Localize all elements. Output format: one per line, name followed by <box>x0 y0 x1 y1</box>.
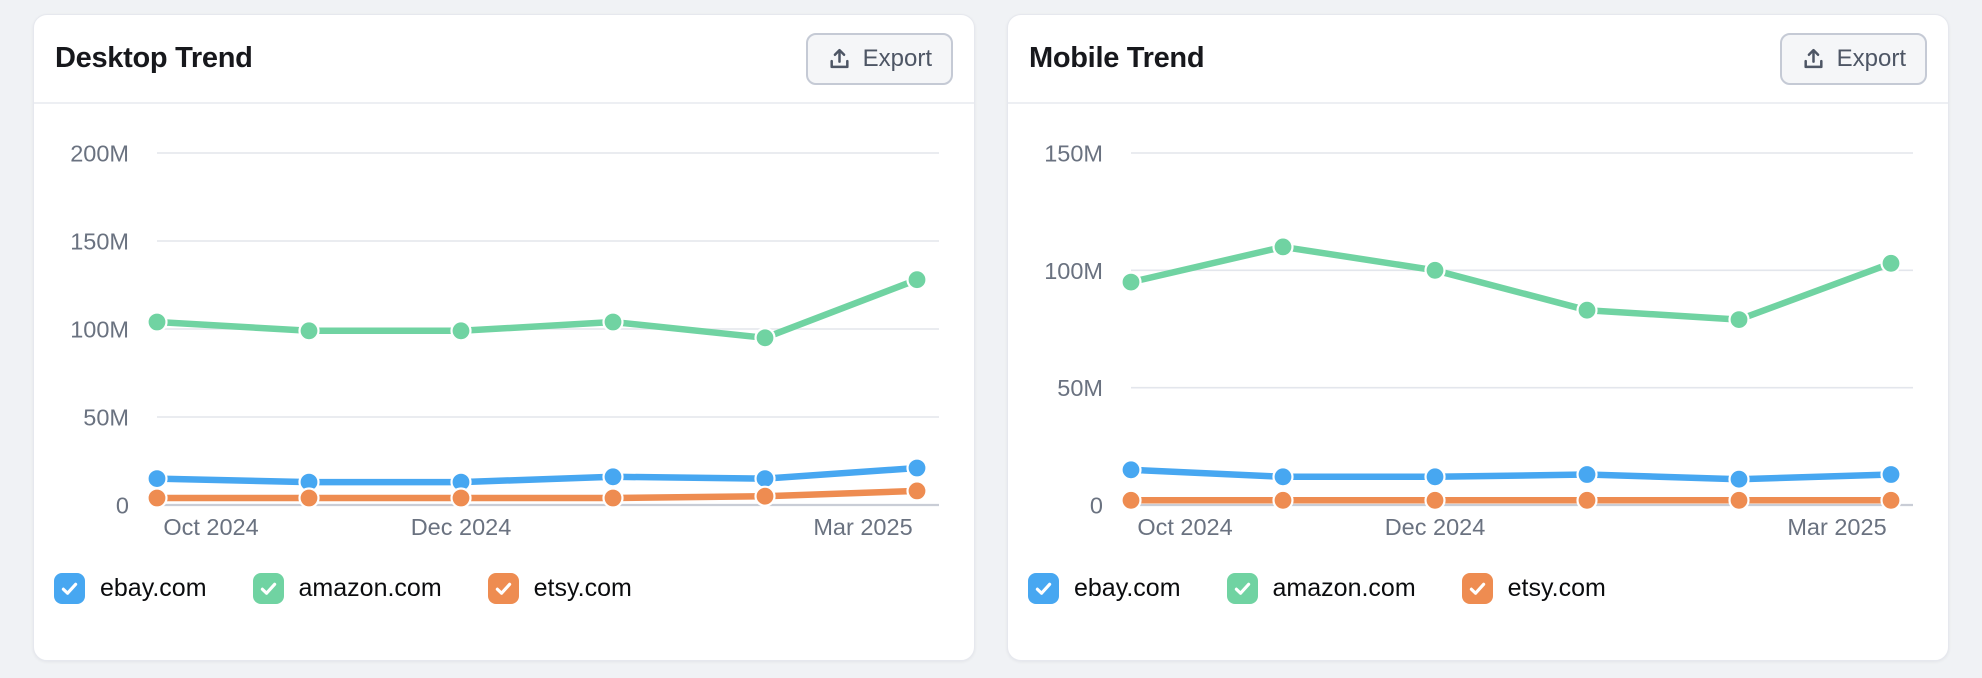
checkmark-icon <box>495 582 511 595</box>
data-point[interactable] <box>1120 459 1142 481</box>
export-button-label: Export <box>1836 44 1906 72</box>
y-tick-label: 150M <box>1044 141 1103 167</box>
legend-item-amazon.com[interactable]: amazon.com <box>1226 573 1416 604</box>
legend-label: etsy.com <box>1507 574 1606 602</box>
chart-area: 150M 100M 50M 0 Oct 2024 Dec 2024 Mar 2025 <box>1008 111 1948 563</box>
chart-area: 200M 150M 100M 50M 0 Oct 2024 Dec 2024 Mar 2025 <box>34 111 974 563</box>
data-point[interactable] <box>1880 463 1902 486</box>
legend-item-amazon.com[interactable]: amazon.com <box>252 573 442 604</box>
data-point[interactable] <box>1880 489 1902 511</box>
card-title: Mobile Trend <box>1029 42 1205 74</box>
checkmark-icon <box>1234 582 1250 595</box>
legend-item-ebay.com[interactable]: ebay.com <box>54 573 207 604</box>
y-tick-label: 100M <box>70 317 129 343</box>
data-point[interactable] <box>754 468 776 490</box>
data-point[interactable] <box>754 485 776 507</box>
legend-item-etsy.com[interactable]: etsy.com <box>1461 573 1606 604</box>
upload-icon <box>830 48 849 69</box>
x-tick-label: Oct 2024 <box>163 514 258 540</box>
series-line-ebay.com <box>153 464 921 486</box>
data-point[interactable] <box>1272 466 1294 488</box>
upload-icon <box>1804 48 1823 69</box>
y-tick-label: 0 <box>1090 493 1103 519</box>
data-point[interactable] <box>602 311 624 333</box>
data-point[interactable] <box>298 320 320 342</box>
data-point[interactable] <box>1728 468 1750 490</box>
data-point[interactable] <box>146 468 168 490</box>
data-point[interactable] <box>146 311 168 333</box>
data-point[interactable] <box>1424 489 1446 511</box>
data-point[interactable] <box>146 487 168 509</box>
x-tick-label: Mar 2025 <box>1787 514 1886 540</box>
data-point[interactable] <box>1880 252 1902 274</box>
desktop-trend-card: Desktop Trend Export 200M 150M 100M 50M 0 Oct… <box>33 14 975 661</box>
data-point[interactable] <box>602 487 624 509</box>
legend-label: amazon.com <box>1272 574 1416 602</box>
x-tick-label: Mar 2025 <box>813 514 912 540</box>
legend-checkbox[interactable] <box>54 573 85 604</box>
data-point[interactable] <box>1424 259 1446 281</box>
data-point[interactable] <box>906 457 928 479</box>
checkmark-icon <box>61 582 78 595</box>
card-header: Desktop Trend Export <box>34 15 974 104</box>
legend-label: ebay.com <box>1074 574 1181 602</box>
card-title: Desktop Trend <box>55 42 253 74</box>
data-point[interactable] <box>1272 489 1294 511</box>
mobile-trend-card: Mobile Trend Export 150M 100M 50M 0 Oct 2024… <box>1007 14 1949 661</box>
data-point[interactable] <box>1272 236 1294 258</box>
series-line-ebay.com <box>1127 466 1895 483</box>
data-point[interactable] <box>1576 299 1598 321</box>
legend-checkbox[interactable] <box>1028 573 1059 604</box>
data-point[interactable] <box>450 320 472 342</box>
legend: ebay.com amazon.com etsy.com <box>34 563 974 604</box>
legend-item-ebay.com[interactable]: ebay.com <box>1028 573 1181 604</box>
data-point[interactable] <box>1424 466 1446 488</box>
data-point[interactable] <box>450 487 472 509</box>
checkmark-icon <box>1035 582 1052 595</box>
legend-label: etsy.com <box>533 574 632 602</box>
y-tick-label: 50M <box>1057 375 1103 401</box>
data-point[interactable] <box>1576 463 1598 486</box>
x-tick-label: Dec 2024 <box>411 514 512 540</box>
data-point[interactable] <box>906 269 928 291</box>
legend-checkbox[interactable] <box>487 573 519 604</box>
legend-label: ebay.com <box>100 574 207 602</box>
y-tick-label: 150M <box>70 229 129 255</box>
legend-label: amazon.com <box>298 574 442 602</box>
data-point[interactable] <box>1728 489 1750 511</box>
data-point[interactable] <box>1120 271 1142 293</box>
legend: ebay.com amazon.com etsy.com <box>1008 563 1948 604</box>
data-point[interactable] <box>754 327 776 349</box>
series-line-amazon.com <box>1127 243 1895 323</box>
y-tick-label: 100M <box>1044 258 1103 284</box>
checkmark-icon <box>1469 582 1485 595</box>
desktop-trend-chart: 200M 150M 100M 50M 0 Oct 2024 Dec 2024 Mar 2025 <box>70 141 939 540</box>
export-button[interactable]: Export <box>1779 32 1927 85</box>
x-tick-label: Dec 2024 <box>1385 514 1486 540</box>
series-line-amazon.com <box>153 276 921 342</box>
legend-checkbox[interactable] <box>1226 573 1258 604</box>
card-header: Mobile Trend Export <box>1008 15 1948 104</box>
legend-checkbox[interactable] <box>252 573 284 604</box>
data-point[interactable] <box>602 466 624 488</box>
data-point[interactable] <box>1576 489 1598 511</box>
y-tick-label: 50M <box>83 405 129 431</box>
legend-item-etsy.com[interactable]: etsy.com <box>487 573 632 604</box>
mobile-trend-chart: 150M 100M 50M 0 Oct 2024 Dec 2024 Mar 2025 <box>1044 141 1913 540</box>
data-point[interactable] <box>1120 489 1142 511</box>
y-tick-label: 200M <box>70 141 129 167</box>
legend-checkbox[interactable] <box>1461 573 1493 604</box>
export-button[interactable]: Export <box>805 32 953 85</box>
x-tick-label: Oct 2024 <box>1137 514 1232 540</box>
data-point[interactable] <box>298 487 320 509</box>
checkmark-icon <box>260 582 276 595</box>
y-tick-label: 0 <box>116 493 129 519</box>
series-line-etsy.com <box>153 487 921 502</box>
data-point[interactable] <box>1728 309 1750 331</box>
export-button-label: Export <box>862 44 932 72</box>
data-point[interactable] <box>906 480 928 502</box>
